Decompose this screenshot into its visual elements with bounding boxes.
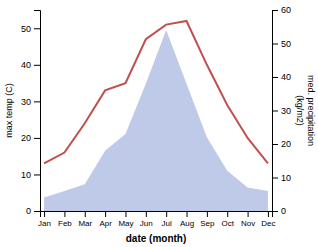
y-axis-title: max temp (C)	[4, 83, 14, 138]
tick-label: Mar	[78, 219, 92, 228]
tick: Feb	[58, 211, 72, 228]
tick-mark	[272, 211, 278, 212]
temp-line	[44, 21, 268, 164]
tick-mark	[34, 65, 40, 66]
axis-line	[273, 11, 279, 212]
tick: Mar	[78, 211, 92, 228]
tick-label: 0	[26, 206, 31, 216]
tick: 20	[21, 133, 40, 143]
tick-label: 40	[281, 72, 291, 82]
tick-mark	[85, 211, 86, 217]
tick-label: Sep	[200, 219, 215, 228]
tick: 50	[21, 24, 40, 34]
tick-label: 50	[21, 24, 31, 34]
tick-label: 0	[281, 206, 286, 216]
tick-mark	[105, 211, 106, 217]
tick-mark	[34, 138, 40, 139]
tick-label: Feb	[58, 219, 72, 228]
tick: 60	[272, 5, 291, 15]
y2-axis: 0 10 20 30 40 50 60	[272, 5, 291, 216]
tick: May	[118, 211, 133, 228]
tick-label: 50	[281, 39, 291, 49]
tick: 0	[272, 206, 286, 216]
tick: Aug	[180, 211, 194, 228]
tick-mark	[272, 44, 278, 45]
tick: 10	[272, 173, 291, 183]
tick-label: 20	[21, 133, 31, 143]
tick: Dec	[261, 211, 275, 228]
tick-mark	[272, 144, 278, 145]
tick-mark	[34, 28, 40, 29]
tick-mark	[166, 211, 167, 217]
x-axis-title: date (month)	[126, 233, 187, 244]
x-axis: Jan Feb Mar Apr May Jun Jul Aug Sep Oct Nov Dec	[38, 211, 275, 228]
tick-label: Aug	[180, 219, 194, 228]
tick-label: Nov	[241, 219, 255, 228]
tick-mark	[64, 211, 65, 217]
tick-label: 40	[21, 60, 31, 70]
plot: Jan Feb Mar Apr May Jun Jul Aug Sep Oct Nov Dec 0 10 2…	[21, 5, 291, 227]
tick-mark	[34, 211, 40, 212]
tick: 0	[26, 206, 40, 216]
tick-label: Jan	[38, 219, 51, 228]
tick-label: 20	[281, 139, 291, 149]
tick-label: 10	[281, 173, 291, 183]
tick-mark	[44, 211, 45, 217]
axis-line	[34, 11, 41, 212]
precip-area	[44, 30, 268, 211]
tick-mark	[34, 101, 40, 102]
marks	[44, 21, 268, 211]
tick-label: May	[118, 219, 133, 228]
tick-label: 30	[21, 97, 31, 107]
tick-label: 10	[21, 170, 31, 180]
tick-label: Dec	[261, 219, 275, 228]
y2-axis-title-line: med. precipitation	[306, 75, 316, 146]
tick-mark	[272, 178, 278, 179]
tick-mark	[272, 77, 278, 78]
tick-label: Apr	[99, 219, 112, 228]
tick: 40	[21, 60, 40, 70]
tick-mark	[227, 211, 228, 217]
tick-mark	[272, 10, 278, 11]
tick-mark	[207, 211, 208, 217]
tick-mark	[125, 211, 126, 217]
tick-label: 60	[281, 5, 291, 15]
tick-label: 30	[281, 106, 291, 116]
tick-mark	[187, 211, 188, 217]
tick: Jul	[162, 211, 172, 228]
y2-axis-title: med. precipitation(kg/m2)	[295, 75, 316, 146]
tick: 20	[272, 139, 291, 149]
tick-mark	[272, 111, 278, 112]
tick: 50	[272, 39, 291, 49]
tick: 40	[272, 72, 291, 82]
tick: 30	[272, 106, 291, 116]
tick: 10	[21, 170, 40, 180]
tick-label: Jul	[162, 219, 172, 228]
tick-mark	[34, 174, 40, 175]
y2-axis-title-line: (kg/m2)	[295, 95, 305, 126]
tick: Apr	[99, 211, 112, 228]
tick: Oct	[222, 211, 235, 228]
y-axis: 0 10 20 30 40 50	[21, 11, 41, 217]
axis-line	[41, 212, 273, 218]
tick-mark	[268, 211, 269, 217]
chart: Jan Feb Mar Apr May Jun Jul Aug Sep Oct Nov Dec 0 10 2…	[0, 0, 318, 247]
tick: Jun	[140, 211, 153, 228]
tick: Nov	[241, 211, 255, 228]
tick-mark	[146, 211, 147, 217]
tick: 30	[21, 97, 40, 107]
tick: Sep	[200, 211, 215, 228]
tick-label: Jun	[140, 219, 153, 228]
tick-label: Oct	[222, 219, 235, 228]
tick-mark	[248, 211, 249, 217]
tick: Jan	[38, 211, 51, 228]
